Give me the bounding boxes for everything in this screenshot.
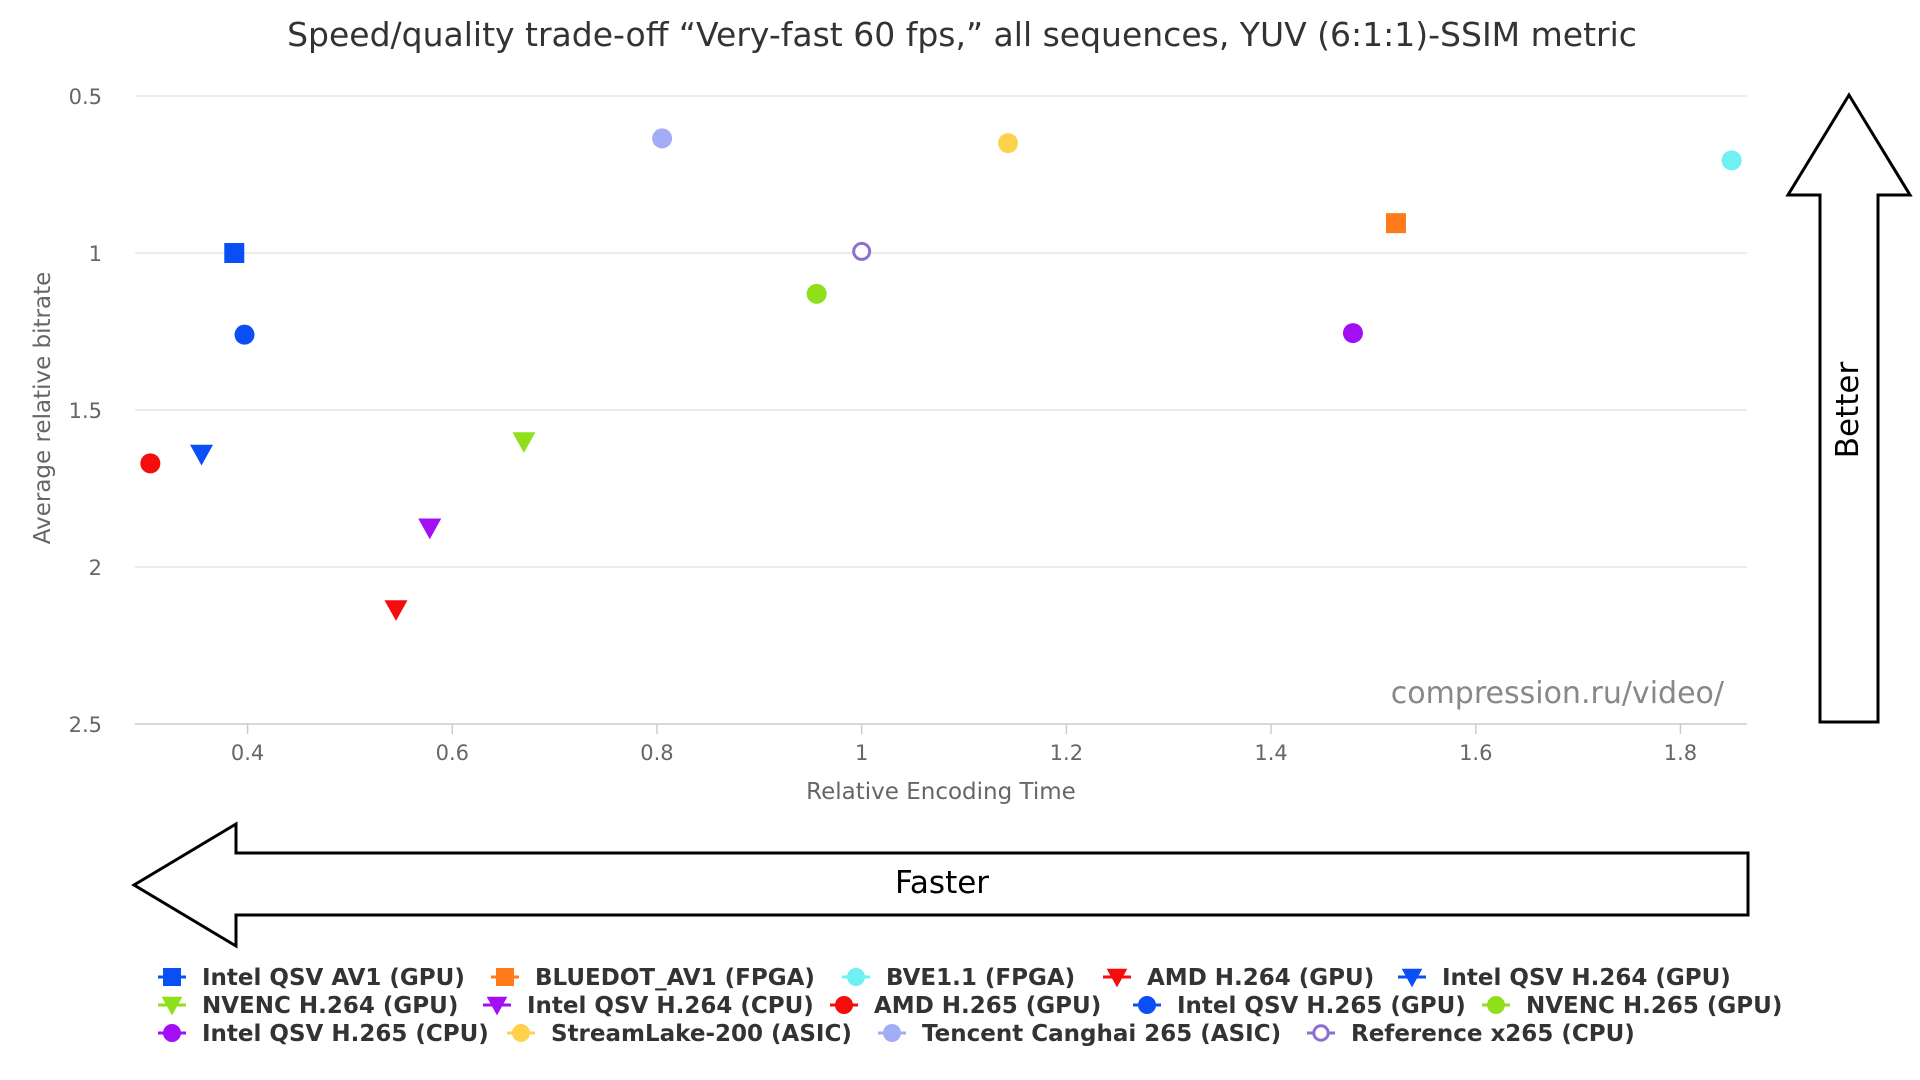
legend-marker-icon	[883, 1024, 901, 1042]
legend-item[interactable]: NVENC H.265 (GPU)	[1482, 993, 1782, 1019]
x-tick-label: 1.8	[1664, 741, 1697, 765]
legend-label: NVENC H.264 (GPU)	[202, 993, 458, 1019]
legend-item[interactable]: Tencent Canghai 265 (ASIC)	[878, 1021, 1281, 1047]
faster-label: Faster	[895, 865, 989, 901]
faster-arrow-icon	[131, 821, 1750, 949]
x-tick-label: 1	[855, 741, 868, 765]
y-tick-label: 0.5	[69, 85, 102, 109]
y-tick-label: 2.5	[69, 713, 102, 737]
y-axis-label: Average relative bitrate	[30, 272, 56, 545]
data-point	[512, 432, 536, 453]
legend-item[interactable]: BLUEDOT_AV1 (FPGA)	[491, 965, 815, 991]
x-tick-label: 0.6	[436, 741, 469, 765]
legend-marker-icon	[847, 968, 865, 986]
legend-item[interactable]: StreamLake-200 (ASIC)	[507, 1021, 852, 1047]
x-tick-label: 0.8	[640, 741, 673, 765]
legend-marker-icon	[1487, 996, 1505, 1014]
legend-marker-icon	[1106, 968, 1128, 988]
better-label: Better	[1830, 362, 1866, 459]
legend-label: AMD H.265 (GPU)	[874, 993, 1101, 1019]
legend-item[interactable]: NVENC H.264 (GPU)	[158, 993, 458, 1019]
legend-label: Intel QSV H.264 (CPU)	[527, 993, 814, 1019]
legend-label: BLUEDOT_AV1 (FPGA)	[535, 965, 815, 991]
x-axis-ticks: 0.4 0.6 0.8 1 1.2 1.4 1.6 1.8	[231, 724, 1697, 765]
legend-item[interactable]: AMD H.264 (GPU)	[1103, 965, 1374, 991]
data-point	[384, 600, 408, 621]
data-point	[998, 133, 1019, 154]
legend-marker-icon	[512, 1024, 530, 1042]
data-point	[224, 243, 245, 263]
legend: Intel QSV AV1 (GPU) BLUEDOT_AV1 (FPGA) BVE…	[158, 965, 1782, 1047]
legend-item[interactable]: Intel QSV H.265 (GPU)	[1133, 993, 1466, 1019]
data-point	[234, 324, 255, 345]
data-point	[1385, 213, 1406, 234]
data-point	[1342, 323, 1363, 344]
legend-item[interactable]: Intel QSV H.264 (CPU)	[483, 993, 814, 1019]
legend-marker-icon	[486, 996, 508, 1016]
legend-item[interactable]: BVE1.1 (FPGA)	[842, 965, 1075, 991]
better-arrow-icon	[1785, 92, 1913, 724]
legend-marker-icon	[163, 1024, 181, 1042]
legend-label: Tencent Canghai 265 (ASIC)	[922, 1021, 1281, 1047]
legend-item[interactable]: Intel QSV H.264 (GPU)	[1398, 965, 1731, 991]
x-axis-label: Relative Encoding Time	[806, 779, 1076, 805]
x-tick-label: 0.4	[231, 741, 264, 765]
data-point	[852, 241, 872, 261]
legend-label: NVENC H.265 (GPU)	[1526, 993, 1782, 1019]
data-points	[140, 128, 1742, 621]
grid-lines	[135, 95, 1747, 568]
data-point	[140, 453, 161, 474]
y-tick-label: 2	[89, 556, 102, 580]
y-axis-ticks: 0.5 1 1.5 2 2.5	[69, 85, 102, 737]
legend-marker-icon	[163, 968, 181, 986]
x-tick-label: 1.6	[1459, 741, 1492, 765]
legend-label: StreamLake-200 (ASIC)	[551, 1021, 852, 1047]
legend-label: BVE1.1 (FPGA)	[886, 965, 1075, 991]
legend-label: Intel QSV AV1 (GPU)	[202, 965, 465, 991]
data-point	[652, 128, 673, 149]
legend-label: Reference x265 (CPU)	[1351, 1021, 1635, 1047]
legend-label: Intel QSV H.265 (GPU)	[1177, 993, 1466, 1019]
y-tick-label: 1.5	[69, 399, 102, 423]
legend-label: AMD H.264 (GPU)	[1147, 965, 1374, 991]
legend-marker-icon	[1138, 996, 1156, 1014]
legend-marker-icon	[496, 968, 514, 986]
x-tick-label: 1.2	[1050, 741, 1083, 765]
data-point	[418, 518, 442, 540]
y-tick-label: 1	[89, 242, 102, 266]
x-tick-label: 1.4	[1254, 741, 1287, 765]
data-point	[1721, 150, 1742, 171]
legend-label: Intel QSV H.264 (GPU)	[1442, 965, 1731, 991]
legend-item[interactable]: Intel QSV H.265 (CPU)	[158, 1021, 489, 1047]
legend-label: Intel QSV H.265 (CPU)	[202, 1021, 489, 1047]
data-point	[806, 283, 827, 304]
legend-item[interactable]: Intel QSV AV1 (GPU)	[158, 965, 465, 991]
chart-title: Speed/quality trade-off “Very-fast 60 fp…	[287, 15, 1637, 54]
legend-marker-icon	[835, 996, 853, 1014]
legend-item[interactable]: Reference x265 (CPU)	[1307, 1021, 1635, 1047]
legend-marker-icon	[1401, 968, 1423, 988]
legend-marker-icon	[161, 996, 183, 1016]
watermark-text: compression.ru/video/	[1391, 676, 1725, 711]
legend-item[interactable]: AMD H.265 (GPU)	[830, 993, 1101, 1019]
data-point	[190, 444, 214, 466]
legend-marker-icon	[1312, 1024, 1330, 1042]
